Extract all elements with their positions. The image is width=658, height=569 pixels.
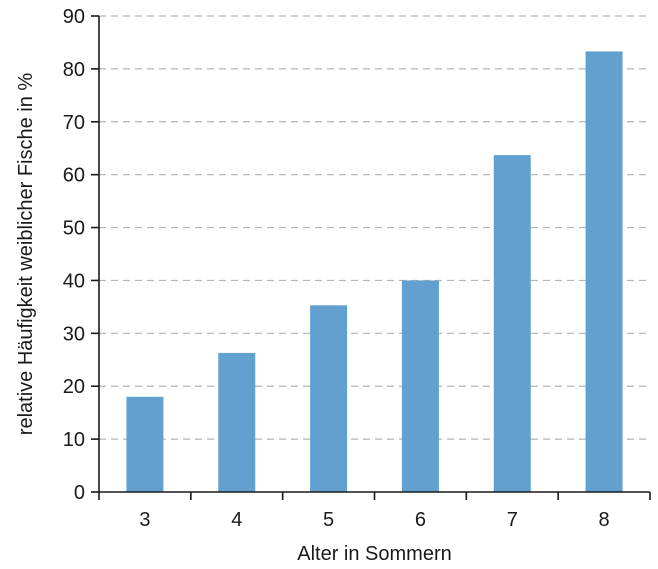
x-tick-label-5: 5 — [323, 509, 334, 531]
y-tick-label-90: 90 — [63, 6, 85, 28]
y-tick-label-0: 0 — [74, 482, 85, 504]
y-tick-label-20: 20 — [63, 376, 85, 398]
bar-4 — [218, 352, 256, 492]
bar-3 — [126, 396, 164, 492]
y-axis-ticks: 0 10 20 30 40 50 60 70 80 90 — [63, 6, 99, 504]
y-tick-label-60: 60 — [63, 165, 85, 187]
y-tick-label-40: 40 — [63, 270, 85, 292]
gridlines — [99, 15, 650, 440]
y-axis-title: relative Häufigkeit weiblicher Fische in… — [15, 73, 37, 436]
x-tick-label-3: 3 — [139, 509, 150, 531]
x-tick-label-8: 8 — [599, 509, 610, 531]
y-tick-label-30: 30 — [63, 323, 85, 345]
y-tick-label-10: 10 — [63, 429, 85, 451]
bar-7 — [493, 155, 531, 492]
y-tick-label-70: 70 — [63, 112, 85, 134]
y-tick-label-50: 50 — [63, 218, 85, 240]
bar-8 — [585, 51, 623, 493]
axes — [98, 16, 650, 493]
bars — [126, 51, 623, 493]
x-tick-label-7: 7 — [507, 509, 518, 531]
x-tick-label-6: 6 — [415, 509, 426, 531]
bar-5 — [310, 305, 348, 492]
x-axis-ticks: 3 4 5 6 7 8 — [98, 492, 651, 531]
y-tick-label-80: 80 — [63, 59, 85, 81]
x-tick-label-4: 4 — [231, 509, 242, 531]
bar-6 — [401, 280, 439, 492]
x-axis-title: Alter in Sommern — [297, 543, 452, 565]
